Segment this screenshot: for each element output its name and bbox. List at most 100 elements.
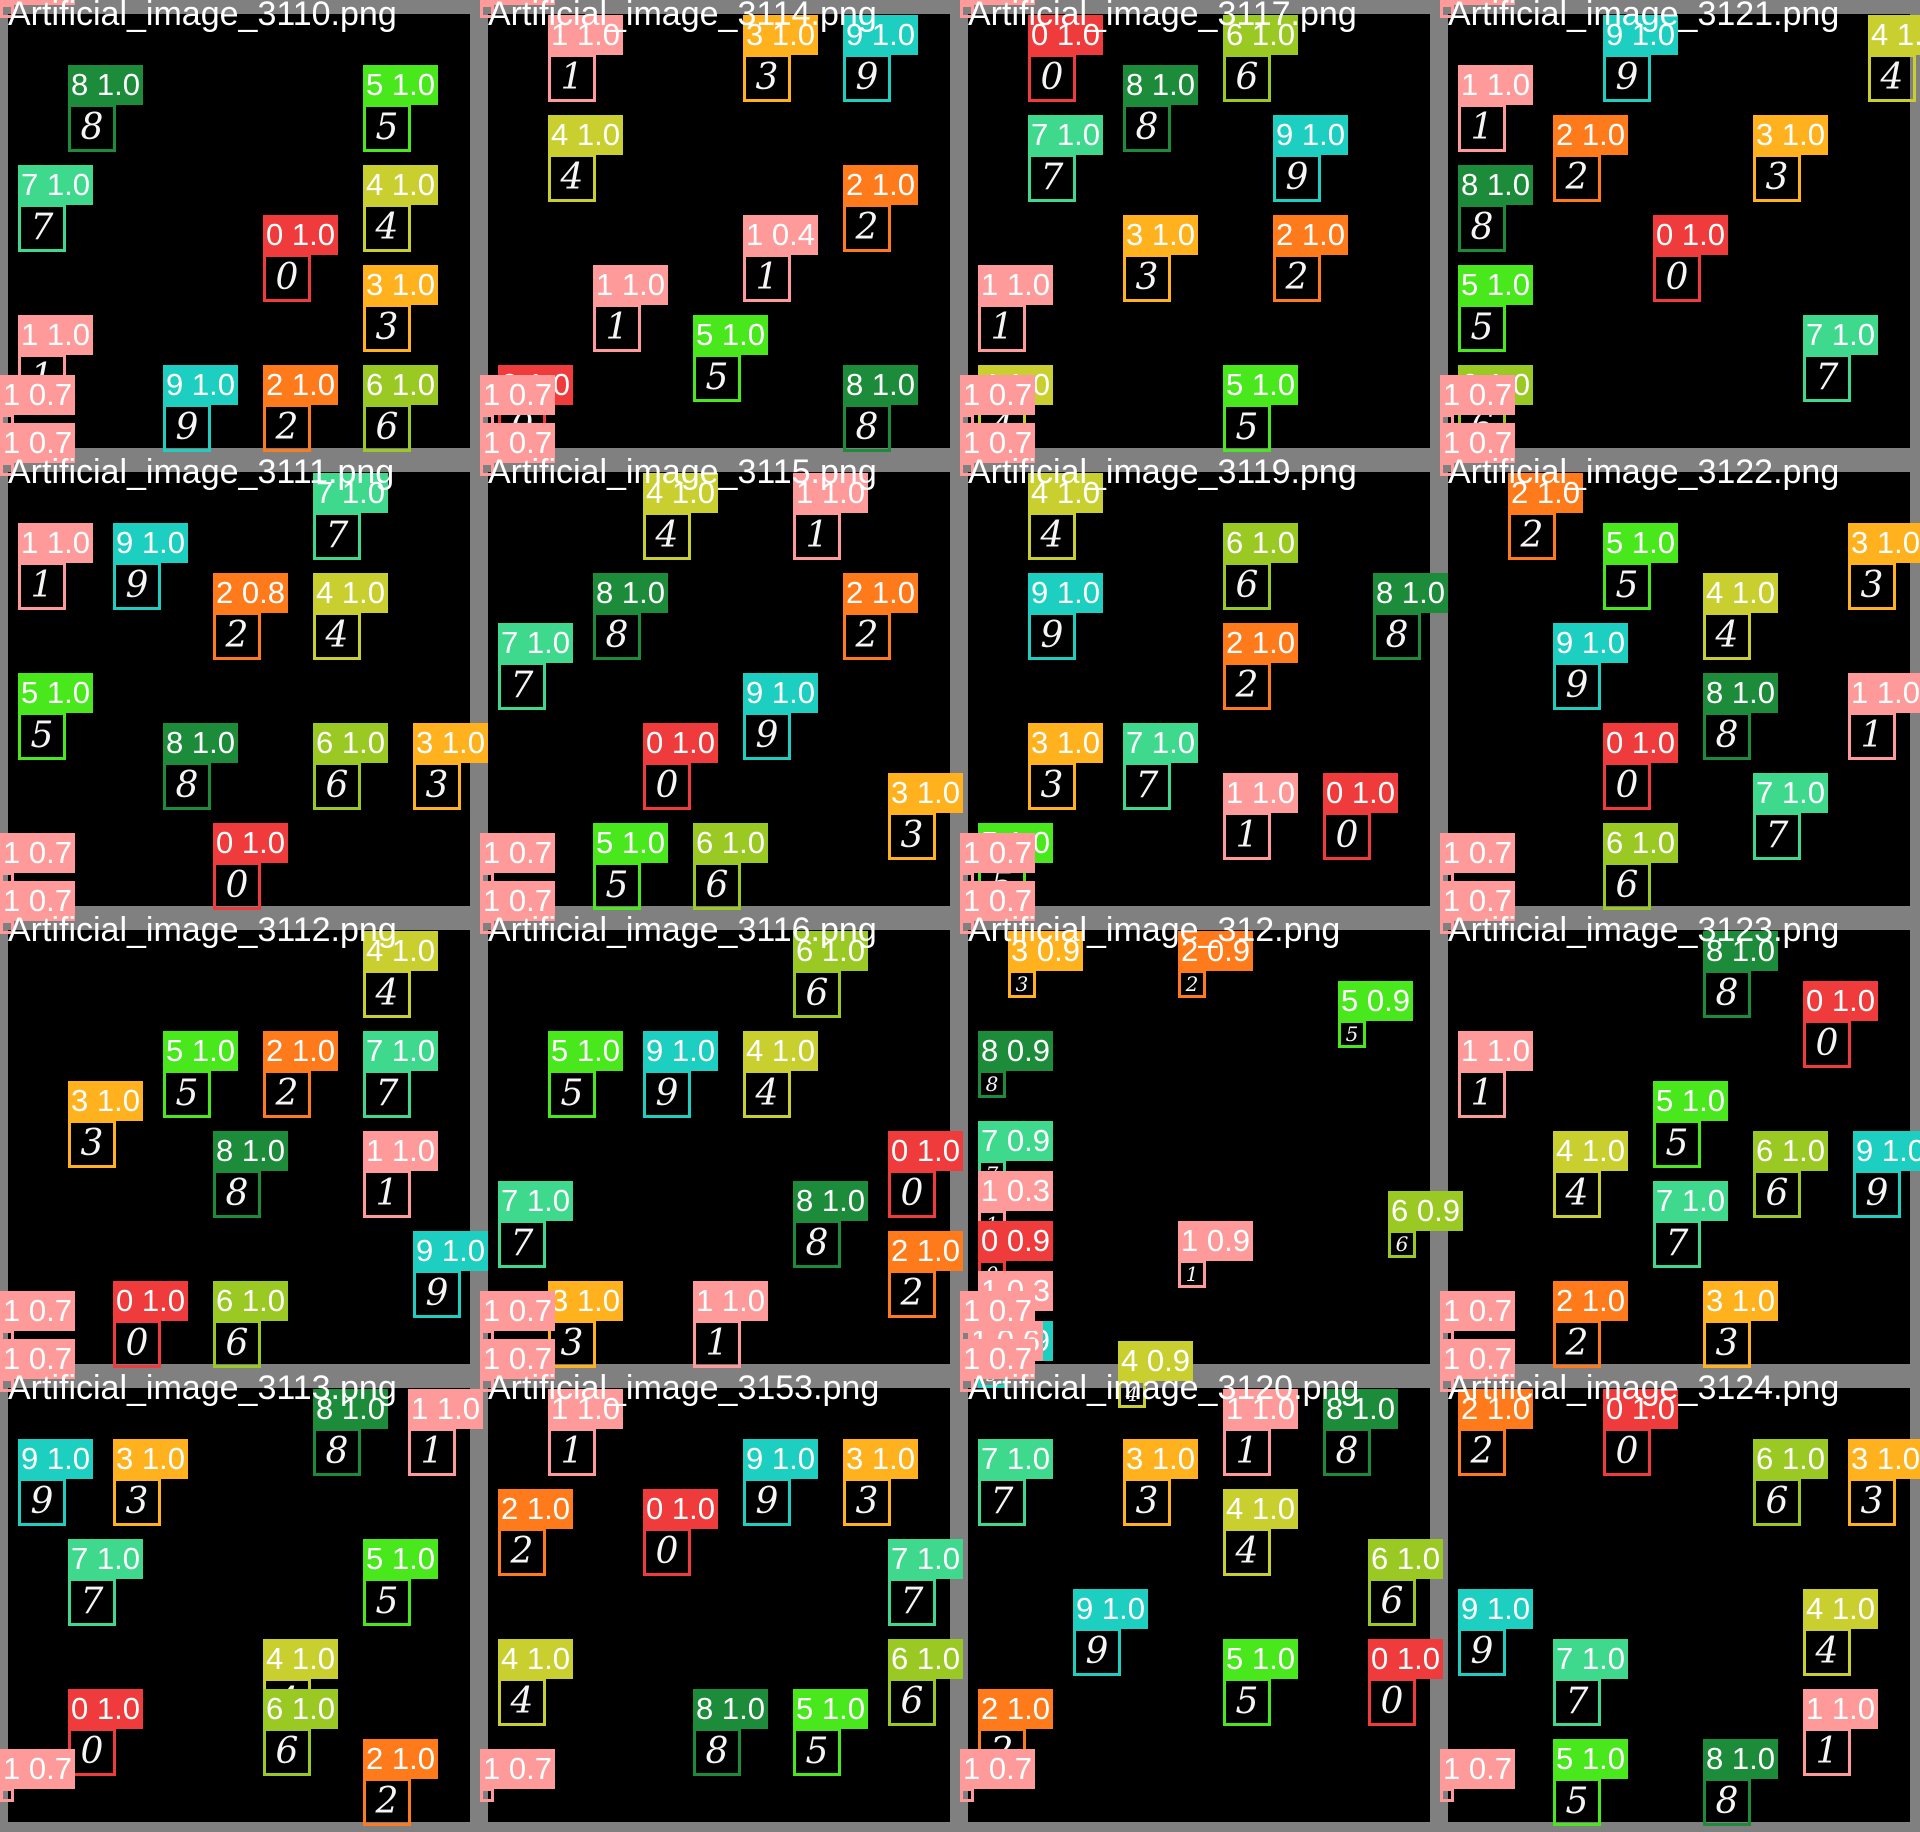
- detection-label: 7 1.0: [363, 1031, 438, 1071]
- detection-box: 9 1.0 9: [113, 523, 188, 610]
- handwritten-digit: 1: [990, 307, 1014, 348]
- detection-label: 2 1.0: [1553, 1281, 1628, 1321]
- detection-label: 1 0.7: [960, 423, 1035, 463]
- handwritten-digit: 0: [1615, 765, 1639, 806]
- detection-label: 1 1.0: [1848, 673, 1920, 713]
- detection-label: 6 1.0: [1368, 1539, 1443, 1579]
- detection-label: 6 1.0: [263, 1689, 338, 1729]
- image-tile: Artificial_image_3119.png 1 0.7 4 1.0 4 6 1.…: [960, 423, 1448, 916]
- detection-label: 7 1.0: [1753, 773, 1828, 813]
- detection-label: 9 1.0: [1553, 623, 1628, 663]
- detection-label: 9 1.0: [743, 673, 818, 713]
- detection-box: 9 1.0 9: [413, 1231, 488, 1318]
- detection-label: 8 1.0: [593, 573, 668, 613]
- tile-filename: Artificial_image_3114.png: [488, 0, 877, 33]
- tile-filename: Artificial_image_312.png: [968, 911, 1341, 949]
- handwritten-digit: 6: [1380, 1581, 1404, 1622]
- detection-label: 4 1.0: [1803, 1589, 1878, 1629]
- tile-filename: Artificial_image_3119.png: [968, 453, 1357, 491]
- detection-label: 1 0.3: [978, 1171, 1053, 1211]
- detection-label: 4 1.0: [548, 115, 623, 155]
- detection-label: 1 1.0: [363, 1131, 438, 1171]
- detection-box: 7 1.0 7: [363, 1031, 438, 1118]
- handwritten-digit: 5: [1345, 1022, 1359, 1046]
- detection-label: 5 1.0: [1223, 365, 1298, 405]
- detection-label: 2 1.0: [888, 1231, 963, 1271]
- handwritten-digit: 7: [325, 515, 349, 556]
- tile-filename: Artificial_image_3115.png: [488, 453, 877, 491]
- detection-label: 4 0.9: [1118, 1341, 1193, 1381]
- handwritten-digit: 3: [1860, 1481, 1884, 1522]
- detection-label: 4 1.0: [1223, 1489, 1298, 1529]
- detection-box: 3 1.0 3: [743, 15, 818, 102]
- detection-label: 1 1.0: [548, 1389, 623, 1429]
- corner-detection-box: 1 0.7: [960, 0, 1035, 18]
- handwritten-digit: 9: [125, 565, 149, 606]
- handwritten-digit: 9: [1470, 1631, 1494, 1672]
- detection-label: 1 0.7: [1440, 423, 1515, 463]
- detection-box: 8 1.0 8: [68, 65, 143, 152]
- detection-label: 6 1.0: [1753, 1439, 1828, 1479]
- detection-label: 7 1.0: [1123, 723, 1198, 763]
- handwritten-digit: 8: [225, 1173, 249, 1214]
- detection-label: 2 1.0: [1553, 115, 1628, 155]
- detection-label: 0 1.0: [1323, 773, 1398, 813]
- detection-label: 1 0.7: [0, 0, 75, 5]
- handwritten-digit: 4: [1815, 1631, 1839, 1672]
- detection-label: 1 1.0: [1458, 65, 1533, 105]
- detection-box: 9 1.0 9: [18, 1439, 93, 1526]
- corner-detection-box: 1 0.7: [1440, 1749, 1515, 1802]
- detection-label: 5 1.0: [18, 673, 93, 713]
- detection-box: 9 1.0 9: [1553, 623, 1628, 710]
- handwritten-digit: 3: [1015, 972, 1029, 996]
- detection-box: 7 1.0 7: [888, 1539, 963, 1626]
- detection-label: 7 1.0: [313, 473, 388, 513]
- handwritten-digit: 7: [990, 1481, 1014, 1522]
- handwritten-digit: 3: [1135, 1481, 1159, 1522]
- detection-label: 9 1.0: [113, 523, 188, 563]
- detection-label: 1 0.7: [1440, 1291, 1515, 1331]
- detection-label: 0 1.0: [263, 215, 338, 255]
- detection-box: 3 1.0 3: [1703, 1281, 1778, 1368]
- detection-label: 4 1.0: [1868, 15, 1920, 55]
- handwritten-digit: 1: [605, 307, 629, 348]
- detection-label: 1 0.7: [480, 1291, 555, 1331]
- handwritten-digit: 4: [1040, 515, 1064, 556]
- detection-label: 5 1.0: [548, 1031, 623, 1071]
- detection-label: 1 1.0: [1458, 1031, 1533, 1071]
- detection-box: 8 1.0 8: [843, 365, 918, 452]
- handwritten-digit: 6: [1615, 865, 1639, 906]
- handwritten-digit: 0: [275, 257, 299, 298]
- handwritten-digit: 8: [1135, 107, 1159, 148]
- handwritten-digit: 5: [375, 1581, 399, 1622]
- handwritten-digit: 0: [80, 1731, 104, 1772]
- detection-label: 1 0.7: [480, 0, 555, 5]
- detection-label: 1 1.0: [1223, 773, 1298, 813]
- detection-box: 7 1.0 7: [1803, 315, 1878, 402]
- handwritten-digit: 8: [175, 765, 199, 806]
- handwritten-digit: 9: [1085, 1631, 1109, 1672]
- handwritten-digit: 5: [560, 1073, 584, 1114]
- detection-label: 1 0.9: [1178, 1221, 1253, 1261]
- corner-detection-box: 1 0.7: [960, 833, 1035, 886]
- handwritten-digit: 3: [1135, 257, 1159, 298]
- detection-label: 6 1.0: [363, 365, 438, 405]
- handwritten-digit: 7: [1815, 357, 1839, 398]
